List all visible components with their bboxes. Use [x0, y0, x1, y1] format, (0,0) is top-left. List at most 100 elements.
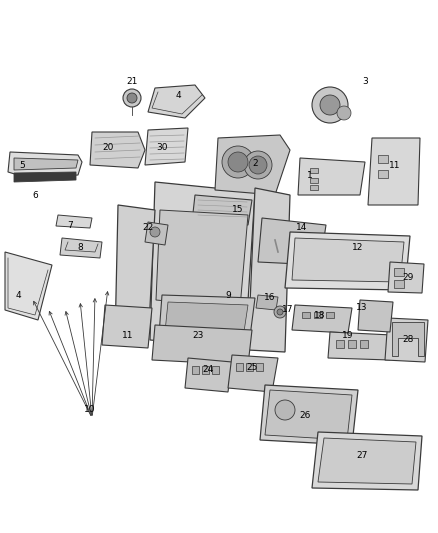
- Bar: [246, 363, 253, 371]
- Bar: [326, 312, 334, 318]
- Polygon shape: [8, 152, 82, 178]
- Text: 24: 24: [202, 366, 214, 375]
- Text: 15: 15: [232, 206, 244, 214]
- Polygon shape: [318, 438, 416, 484]
- Bar: [256, 363, 263, 371]
- Circle shape: [275, 400, 295, 420]
- Polygon shape: [312, 432, 422, 490]
- Text: 18: 18: [314, 311, 326, 319]
- Circle shape: [123, 89, 141, 107]
- Polygon shape: [152, 325, 252, 365]
- Text: 14: 14: [297, 223, 307, 232]
- Bar: [348, 340, 356, 348]
- Text: 29: 29: [403, 273, 413, 282]
- Bar: [314, 312, 322, 318]
- Polygon shape: [90, 132, 145, 168]
- Text: 5: 5: [19, 160, 25, 169]
- Text: 1: 1: [307, 171, 313, 180]
- Polygon shape: [292, 238, 404, 282]
- Bar: [192, 366, 199, 374]
- Polygon shape: [5, 252, 52, 320]
- Polygon shape: [258, 218, 326, 265]
- Circle shape: [249, 156, 267, 174]
- Text: 20: 20: [102, 143, 114, 152]
- Text: 8: 8: [77, 244, 83, 253]
- Text: 12: 12: [352, 244, 364, 253]
- Text: 13: 13: [356, 303, 368, 312]
- Polygon shape: [385, 318, 428, 362]
- Text: 6: 6: [32, 190, 38, 199]
- Bar: [310, 168, 318, 173]
- Text: 28: 28: [403, 335, 413, 344]
- Bar: [394, 268, 404, 276]
- Polygon shape: [14, 158, 78, 170]
- Text: 25: 25: [246, 364, 258, 373]
- Bar: [302, 312, 310, 318]
- Text: 27: 27: [356, 450, 367, 459]
- Polygon shape: [368, 138, 420, 205]
- Text: 11: 11: [122, 330, 134, 340]
- Polygon shape: [265, 390, 352, 440]
- Circle shape: [320, 95, 340, 115]
- Bar: [310, 178, 318, 183]
- Text: 21: 21: [126, 77, 138, 86]
- Polygon shape: [298, 158, 365, 195]
- Circle shape: [150, 227, 160, 237]
- Bar: [310, 185, 318, 190]
- Text: 26: 26: [299, 410, 311, 419]
- Polygon shape: [148, 85, 205, 118]
- Bar: [212, 366, 219, 374]
- Text: 9: 9: [225, 290, 231, 300]
- Circle shape: [244, 151, 272, 179]
- Bar: [378, 170, 388, 178]
- Polygon shape: [14, 172, 76, 182]
- Polygon shape: [56, 215, 92, 228]
- Text: 4: 4: [15, 290, 21, 300]
- Circle shape: [127, 93, 137, 103]
- Text: 17: 17: [282, 305, 294, 314]
- Text: 2: 2: [252, 158, 258, 167]
- Polygon shape: [256, 295, 278, 310]
- Bar: [336, 340, 344, 348]
- Text: 16: 16: [264, 294, 276, 303]
- Polygon shape: [60, 238, 102, 258]
- Polygon shape: [185, 358, 232, 392]
- Polygon shape: [115, 205, 155, 345]
- Polygon shape: [145, 222, 168, 245]
- Polygon shape: [150, 182, 255, 348]
- Polygon shape: [358, 300, 393, 332]
- Text: 19: 19: [342, 330, 354, 340]
- Bar: [360, 340, 368, 348]
- Polygon shape: [228, 355, 278, 392]
- Text: 3: 3: [362, 77, 368, 86]
- Text: 4: 4: [175, 91, 181, 100]
- Text: 30: 30: [156, 143, 168, 152]
- Text: 11: 11: [389, 160, 401, 169]
- Text: 7: 7: [67, 221, 73, 230]
- Circle shape: [337, 106, 351, 120]
- Text: 22: 22: [142, 223, 154, 232]
- Polygon shape: [102, 305, 152, 348]
- Circle shape: [274, 306, 286, 318]
- Polygon shape: [145, 128, 188, 165]
- Bar: [378, 155, 388, 163]
- Text: 23: 23: [192, 330, 204, 340]
- Polygon shape: [248, 188, 290, 352]
- Polygon shape: [292, 305, 352, 333]
- Polygon shape: [164, 302, 248, 345]
- Polygon shape: [392, 322, 424, 356]
- Polygon shape: [156, 210, 248, 308]
- Circle shape: [277, 309, 283, 315]
- Text: 10: 10: [84, 406, 96, 415]
- Bar: [236, 363, 243, 371]
- Polygon shape: [192, 195, 252, 225]
- Bar: [202, 366, 209, 374]
- Polygon shape: [260, 385, 358, 445]
- Bar: [394, 280, 404, 288]
- Circle shape: [312, 87, 348, 123]
- Polygon shape: [158, 295, 255, 352]
- Circle shape: [228, 152, 248, 172]
- Polygon shape: [215, 135, 290, 195]
- Polygon shape: [388, 262, 424, 293]
- Circle shape: [222, 146, 254, 178]
